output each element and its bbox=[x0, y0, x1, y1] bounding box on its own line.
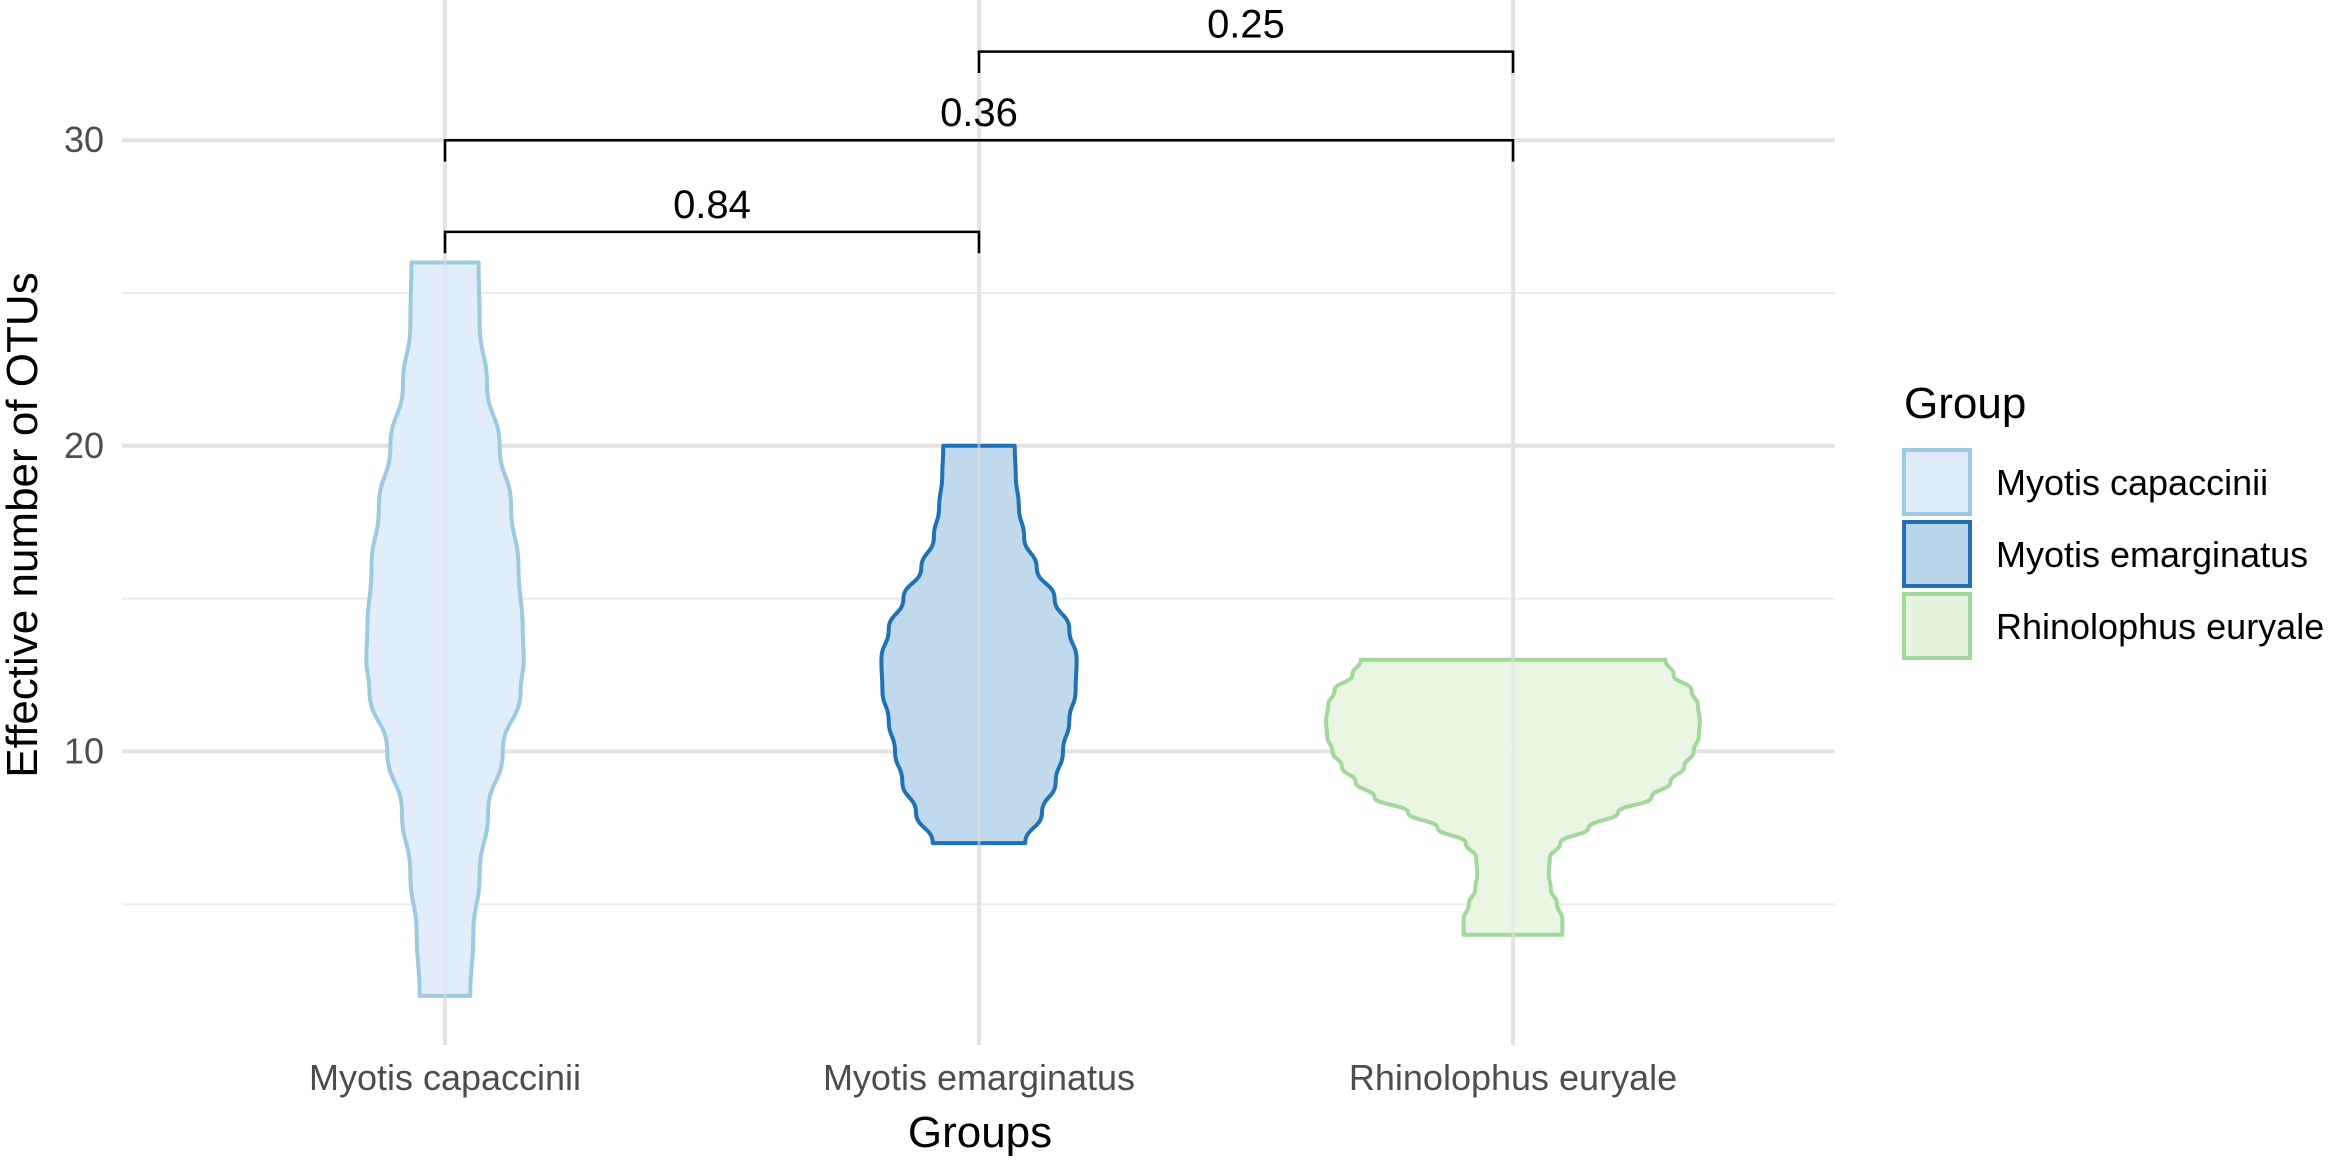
p-value-label: 0.36 bbox=[940, 91, 1018, 135]
comparison-brackets: 0.84 0.36 0.25 bbox=[443, 3, 1515, 254]
p-value-label: 0.25 bbox=[1207, 3, 1285, 47]
y-tick-label: 30 bbox=[64, 119, 104, 160]
comparison-bracket bbox=[977, 50, 1515, 73]
legend-title: Group bbox=[1904, 379, 2026, 428]
x-tick-label: Myotis emarginatus bbox=[823, 1057, 1135, 1098]
legend: Group Myotis capaccinii Myotis emarginatu… bbox=[1902, 379, 2324, 660]
legend-key bbox=[1902, 448, 1972, 516]
legend-label: Myotis emarginatus bbox=[1996, 534, 2308, 575]
violins bbox=[364, 0, 1702, 1045]
p-value-label: 0.84 bbox=[673, 183, 751, 227]
legend-key bbox=[1902, 520, 1972, 588]
y-axis-title: Effective number of OTUs bbox=[0, 272, 47, 777]
comparison-bracket bbox=[443, 138, 1515, 162]
comparison-bracket bbox=[443, 230, 981, 254]
y-tick-label: 10 bbox=[64, 730, 104, 771]
x-tick-label: Myotis capaccinii bbox=[309, 1057, 581, 1098]
legend-label: Rhinolophus euryale bbox=[1996, 606, 2324, 647]
x-tick-label: Rhinolophus euryale bbox=[1349, 1057, 1677, 1098]
x-axis-title: Groups bbox=[908, 1108, 1052, 1157]
axis-ticks: 10 20 30 Myotis capaccinii Myotis emarginatu… bbox=[64, 119, 1677, 1098]
legend-key bbox=[1902, 592, 1972, 660]
y-tick-label: 20 bbox=[64, 425, 104, 466]
legend-label: Myotis capaccinii bbox=[1996, 462, 2268, 503]
